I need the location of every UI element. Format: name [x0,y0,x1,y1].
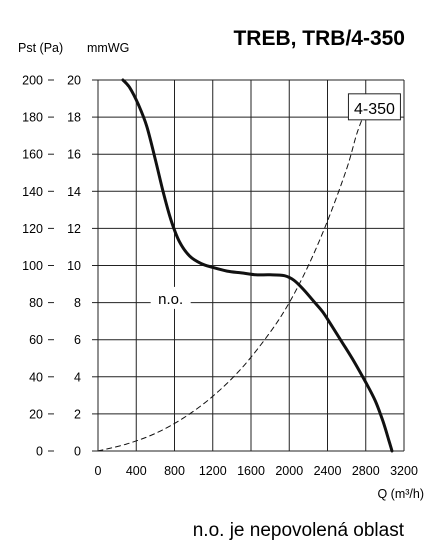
x-tick-label: 1200 [199,464,227,478]
y-tick-label-mmwg: 16 [67,148,81,162]
annotation-bg [150,286,191,309]
series-lines [97,78,394,453]
y-tick-label-mmwg: 4 [74,370,81,384]
y-tick-label-mmwg: 10 [67,259,81,273]
x-tick-label: 2400 [314,464,342,478]
y-tick-label-mmwg: 20 [67,74,81,88]
chart-title: TREB, TRB/4-350 [233,27,405,50]
annotation-no: n.o. [158,291,183,308]
x-tick-label: 800 [164,464,185,478]
y-tick-label-mmwg: 0 [74,445,81,459]
y-tick-label-pa: 100 [22,259,43,273]
x-tick-label: 1600 [237,464,265,478]
y-tick-label-mmwg: 2 [74,407,81,421]
series-label-text: 4-350 [354,101,395,118]
y-tick-label-pa: 80 [29,296,43,310]
x-axis-label: Q (m³/h) [377,487,424,501]
y-tick-label-pa: 40 [29,370,43,384]
y-tick-label-mmwg: 14 [67,185,81,199]
y-tick-label-pa: 180 [22,111,43,125]
y-tick-label-pa: 200 [22,74,43,88]
y-tick-label-mmwg: 8 [74,296,81,310]
y-tick-label-pa: 60 [29,333,43,347]
y-tick-label-pa: 120 [22,222,43,236]
annotations: 4-350 n.o. [150,93,401,309]
y-tick-label-mmwg: 12 [67,222,81,236]
y-axis-label-pa: Pst (Pa) [18,41,63,55]
y-tick-label-pa: 160 [22,148,43,162]
series-label-box [347,93,401,121]
grid [48,79,405,452]
y-tick-label-pa: 0 [36,445,43,459]
y-tick-label-mmwg: 6 [74,333,81,347]
y-tick-label-mmwg: 18 [67,111,81,125]
x-tick-label: 2000 [275,464,303,478]
footnote: n.o. je nepovolená oblast [193,520,405,541]
y-tick-label-pa: 20 [29,407,43,421]
y-tick-label-pa: 140 [22,185,43,199]
x-tick-label: 3200 [390,464,418,478]
x-tick-label: 400 [126,464,147,478]
fan-curve-line [121,78,394,453]
system-curve-line [97,116,364,452]
x-tick-label: 0 [95,464,102,478]
y-axis-label-mmwg: mmWG [87,41,129,55]
x-tick-label: 2800 [352,464,380,478]
